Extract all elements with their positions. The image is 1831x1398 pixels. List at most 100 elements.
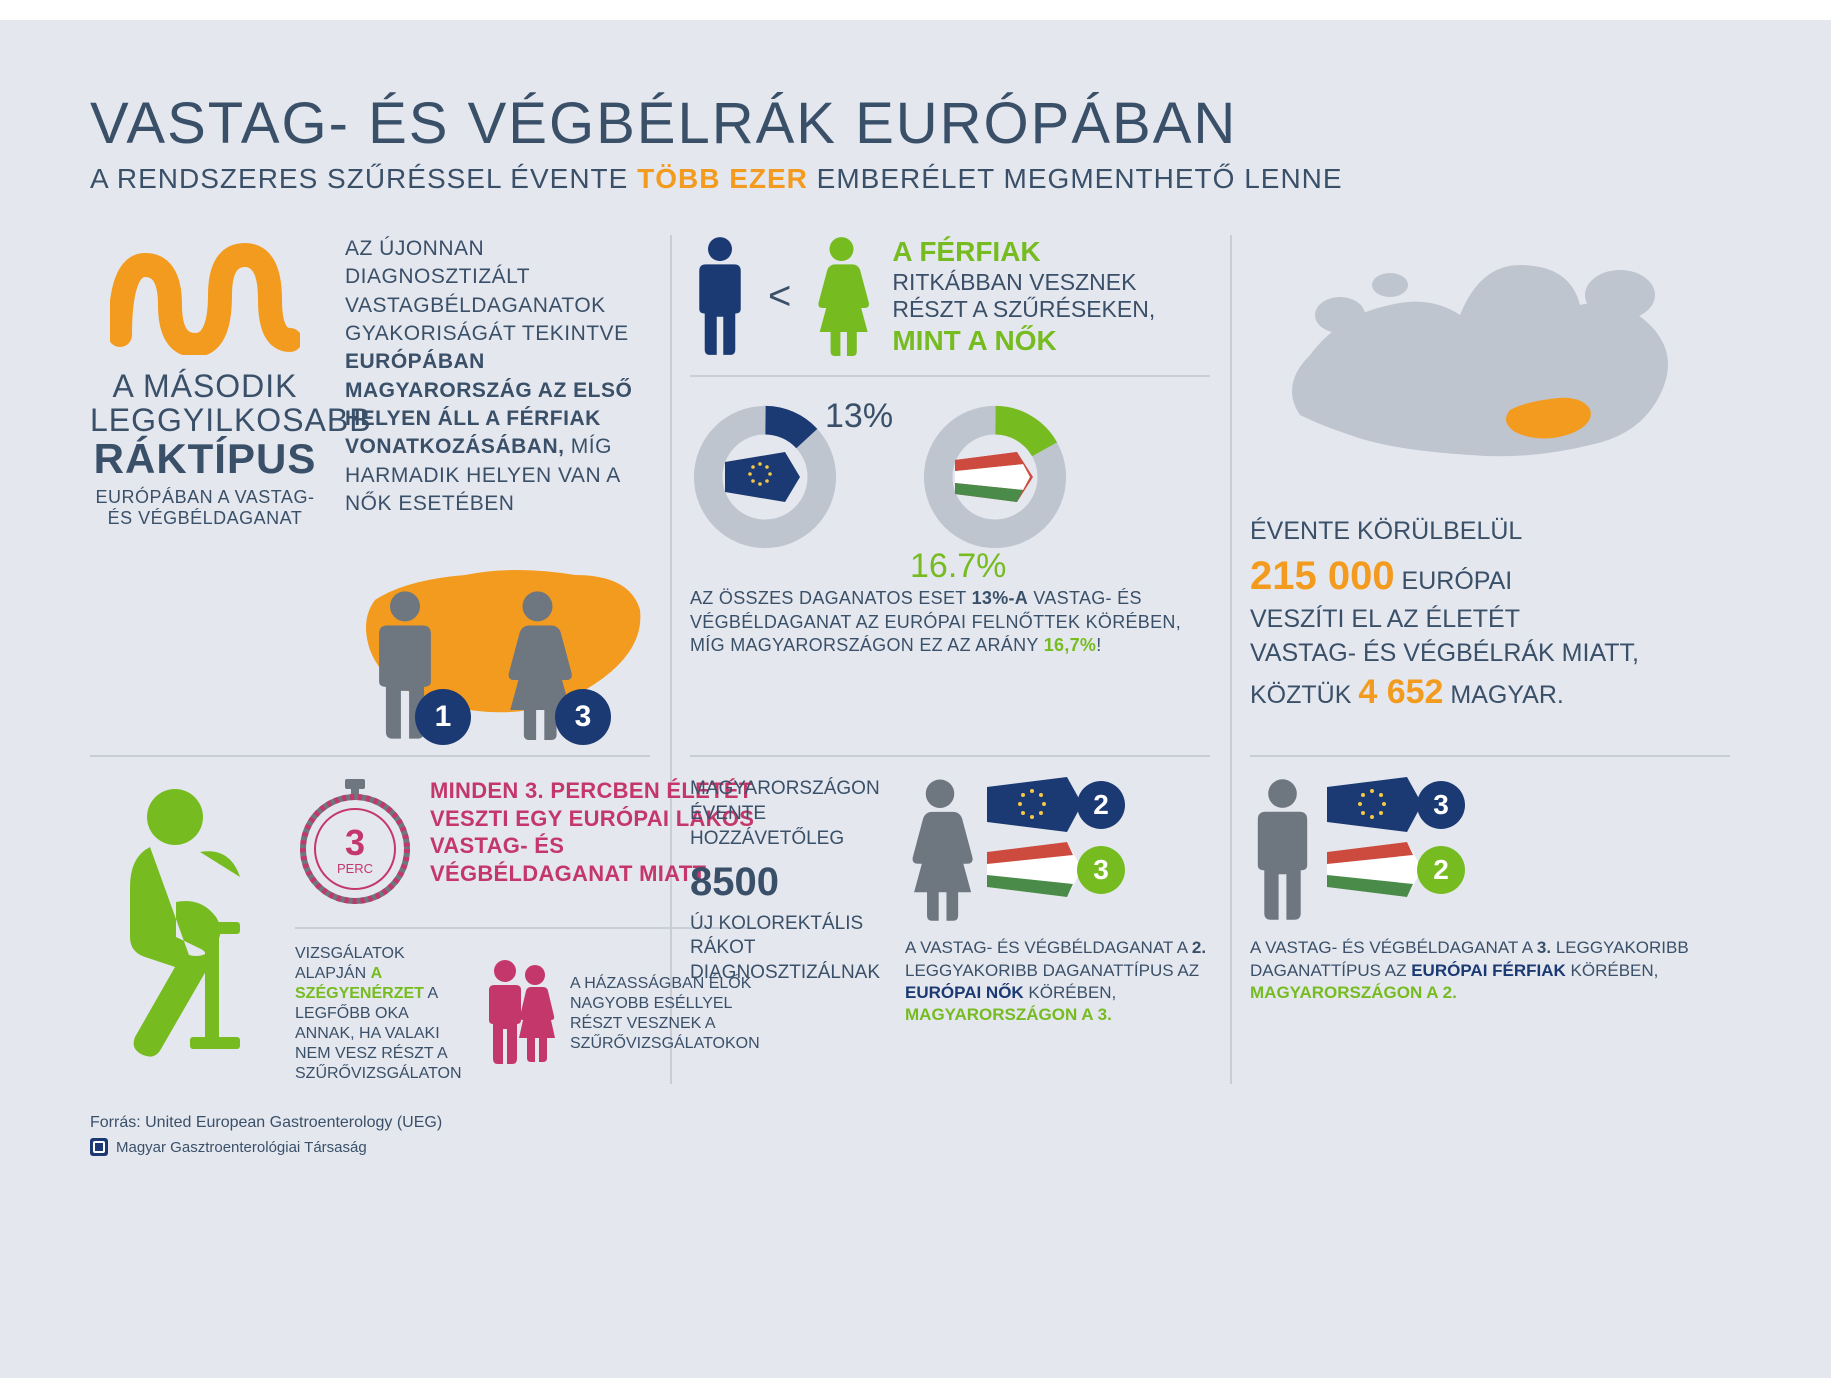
dc-g: 16,7% <box>1044 635 1097 655</box>
eu-flag-pennant-icon <box>987 777 1087 832</box>
donut-hu-label: 16.7% <box>910 547 1006 586</box>
gc-green2: MINT A NŐK <box>892 325 1056 356</box>
eu-flag-badge-men: 3 <box>1327 777 1465 832</box>
bm-l2: ÉVENTE <box>690 803 766 824</box>
caption-l2: LEGGYILKOSABB <box>90 402 372 438</box>
hungary-map: 1 3 <box>345 530 655 730</box>
gc-l1: RITKÁBBAN VESZNEK <box>892 269 1136 295</box>
wrc-mid: LEGGYAKORIBB DAGANATTÍPUS AZ <box>905 961 1199 980</box>
ed-big2: 4 652 <box>1358 673 1443 711</box>
women-rank-caption: A VASTAG- ÉS VÉGBÉLDAGANAT A 2. LEGGYAKO… <box>905 937 1210 1025</box>
gc-green1: A FÉRFIAK <box>892 236 1040 267</box>
donut-eu: 13% <box>690 402 890 572</box>
bm-l6: DIAGNOSZTIZÁLNAK <box>690 962 880 983</box>
mrc-bold: 3. <box>1537 938 1551 957</box>
men-rank-caption: A VASTAG- ÉS VÉGBÉLDAGANAT A 3. LEGGYAKO… <box>1250 937 1730 1003</box>
eu-rank-women: 2 <box>1077 781 1125 829</box>
wrc-blue: EURÓPAI NŐK <box>905 983 1024 1002</box>
wrc-pre: A VASTAG- ÉS VÉGBÉLDAGANAT A <box>905 938 1192 957</box>
bm-l5: RÁKOT <box>690 937 755 958</box>
bm-big: 8500 <box>690 856 880 908</box>
ed-l2: VESZÍTI EL AZ ÉLETÉT <box>1250 605 1520 633</box>
footer-org: Magyar Gasztroenterológiai Társaság <box>116 1139 367 1156</box>
eu-flag-badge-women: 2 <box>987 777 1125 832</box>
panel-every-3-min: 3 PERC MINDEN 3. PERCBEN ÉLETÉT VESZTI E… <box>90 755 650 1084</box>
rank-text-pre: AZ ÚJONNAN DIAGNOSZTIZÁLT VASTAGBÉLDAGAN… <box>345 237 629 345</box>
panel-women-rank: MAGYARORSZÁGON ÉVENTE HOZZÁVETŐLEG 8500 … <box>690 755 1210 1084</box>
dc-pre: AZ ÖSSZES DAGANATOS ESET <box>690 588 972 608</box>
page-title: VASTAG- ÉS VÉGBÉLRÁK EURÓPÁBAN <box>90 90 1741 157</box>
women-rank-block: 2 3 A VASTAG- ÉS VÉGBÉLDAGANAT A 2. LEGG… <box>905 777 1210 1084</box>
mrc-pre: A VASTAG- ÉS VÉGBÉLDAGANAT A <box>1250 938 1537 957</box>
gc-l2: RÉSZT A SZŰRÉSEKEN, <box>892 296 1155 322</box>
subtitle-post: EMBERÉLET MEGMENTHETŐ LENNE <box>808 163 1343 194</box>
infographic-page: VASTAG- ÉS VÉGBÉLRÁK EURÓPÁBAN A RENDSZE… <box>0 20 1831 1378</box>
mrc-green: MAGYARORSZÁGON A 2. <box>1250 983 1457 1002</box>
donut-caption: AZ ÖSSZES DAGANATOS ESET 13%-A VASTAG- É… <box>690 587 1210 657</box>
hu-flag-badge-women: 3 <box>987 842 1125 897</box>
male-icon-grey <box>1250 777 1315 922</box>
svg-text:3: 3 <box>345 822 365 863</box>
hu-rank-women: 3 <box>1077 846 1125 894</box>
gender-comparison-row: < A FÉRFIAK RITKÁBBAN VESZNEK RÉSZT A SZ… <box>690 235 1210 357</box>
ed-l1: ÉVENTE KÖRÜLBELÜL <box>1250 517 1522 545</box>
shame-text: VIZSGÁLATOK ALAPJÁN A SZÉGYENÉRZET A LEG… <box>295 944 465 1084</box>
footer-source: Forrás: United European Gastroenterology… <box>90 1114 1741 1132</box>
caption-sub: EURÓPÁBAN A VASTAG- ÉS VÉGBÉLDAGANAT <box>90 487 320 529</box>
panel-screening-gender: < A FÉRFIAK RITKÁBBAN VESZNEK RÉSZT A SZ… <box>690 235 1210 730</box>
content-grid: A MÁSODIK LEGGYILKOSABB RÁKTÍPUS EURÓPÁB… <box>90 235 1741 1084</box>
hungary-rank-block: AZ ÚJONNAN DIAGNOSZTIZÁLT VASTAGBÉLDAGAN… <box>345 235 655 730</box>
subtitle-emphasis: TÖBB EZER <box>637 163 808 194</box>
couple-icon <box>480 957 560 1072</box>
gender-comparison-text: A FÉRFIAK RITKÁBBAN VESZNEK RÉSZT A SZŰR… <box>892 235 1155 357</box>
wrc-mid2: KÖRÉBEN, <box>1024 983 1117 1002</box>
bm-l1: MAGYARORSZÁGON <box>690 778 880 799</box>
sitting-person-icon <box>90 777 280 1084</box>
ed-l1b: EURÓPAI <box>1395 567 1513 595</box>
dc-post: ! <box>1096 635 1101 655</box>
panel-europe-deaths: ÉVENTE KÖRÜLBELÜL 215 000 EURÓPAI VESZÍT… <box>1250 235 1730 730</box>
caption-l1: A MÁSODIK <box>112 368 297 404</box>
mrc-mid2: KÖRÉBEN, <box>1566 961 1659 980</box>
hu-flag-pennant-icon <box>987 842 1087 897</box>
horizontal-divider-tm <box>690 375 1210 377</box>
ed-l3: VASTAG- ÉS VÉGBÉLRÁK MIATT, <box>1250 639 1639 667</box>
page-subtitle: A RENDSZERES SZŰRÉSSEL ÉVENTE TÖBB EZER … <box>90 163 1741 195</box>
eu-flag-icon <box>725 452 805 502</box>
caption-bold: RÁKTÍPUS <box>90 437 320 481</box>
female-icon-grey <box>905 777 975 922</box>
hu-flag-icon <box>955 452 1035 502</box>
male-rank-badge: 1 <box>415 689 471 745</box>
mrc-blue: EURÓPAI FÉRFIAK <box>1411 961 1566 980</box>
hu-flag-badge-men: 2 <box>1327 842 1465 897</box>
subtitle-pre: A RENDSZERES SZŰRÉSSEL ÉVENTE <box>90 163 637 194</box>
footer-org-line: Magyar Gasztroenterológiai Társaság <box>90 1138 1741 1156</box>
less-than-sign: < <box>768 274 791 319</box>
eu-rank-men: 3 <box>1417 781 1465 829</box>
ed-l4pre: KÖZTÜK <box>1250 681 1358 709</box>
second-deadliest-caption: A MÁSODIK LEGGYILKOSABB RÁKTÍPUS <box>90 370 320 481</box>
panel-men-rank: 3 2 A VASTAG- ÉS VÉGBÉLDAGANAT A 3. LEGG… <box>1250 755 1730 1084</box>
vertical-divider-2 <box>1230 235 1232 1084</box>
hungary-new-cases: MAGYARORSZÁGON ÉVENTE HOZZÁVETŐLEG 8500 … <box>690 777 880 1084</box>
ed-l4post: MAGYAR. <box>1443 681 1563 709</box>
dc-b1: 13%-A <box>972 588 1029 608</box>
eu-flag-pennant-icon <box>1327 777 1427 832</box>
donut-eu-label: 13% <box>825 397 893 436</box>
ed-big1: 215 000 <box>1250 554 1395 598</box>
intestine-block: A MÁSODIK LEGGYILKOSABB RÁKTÍPUS EURÓPÁB… <box>90 235 320 730</box>
hungary-rank-text: AZ ÚJONNAN DIAGNOSZTIZÁLT VASTAGBÉLDAGAN… <box>345 235 655 518</box>
bm-l3: HOZZÁVETŐLEG <box>690 828 844 849</box>
hu-rank-men: 2 <box>1417 846 1465 894</box>
europe-deaths-text: ÉVENTE KÖRÜLBELÜL 215 000 EURÓPAI VESZÍT… <box>1250 515 1730 716</box>
org-logo-icon <box>90 1138 108 1156</box>
hu-flag-pennant-icon <box>1327 842 1427 897</box>
shame-pre: VIZSGÁLATOK ALAPJÁN <box>295 945 405 982</box>
svg-text:PERC: PERC <box>337 861 373 876</box>
stopwatch-icon: 3 PERC <box>295 777 415 912</box>
intestine-icon <box>110 235 300 355</box>
male-icon-navy <box>690 236 750 356</box>
europe-map-icon <box>1250 235 1710 495</box>
wrc-bold: 2. <box>1192 938 1206 957</box>
female-icon-green <box>809 236 874 356</box>
